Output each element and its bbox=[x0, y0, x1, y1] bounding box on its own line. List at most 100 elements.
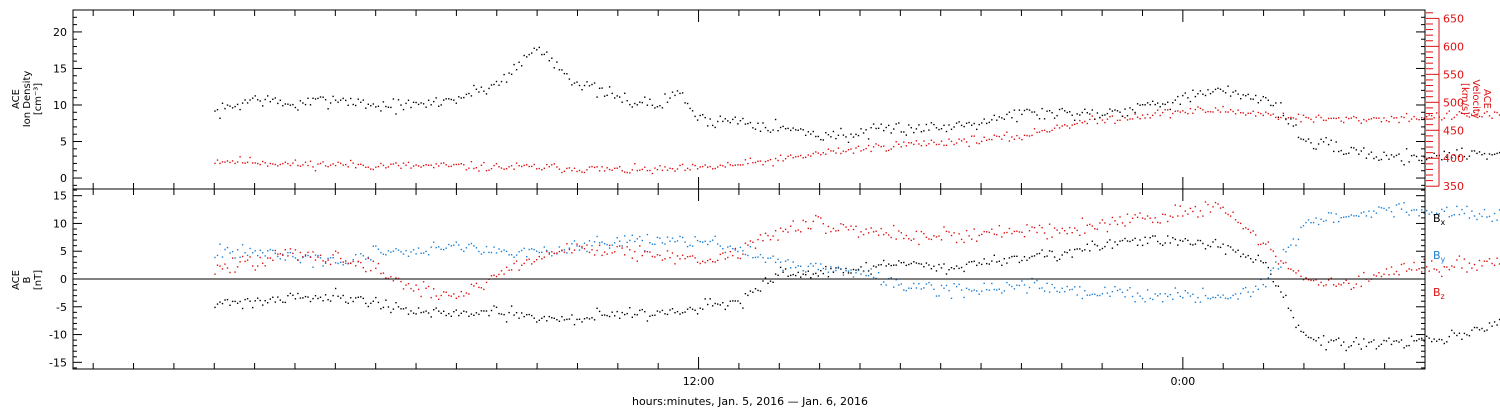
velocity-point bbox=[885, 150, 887, 152]
density-point bbox=[1192, 89, 1194, 91]
density-point bbox=[1446, 156, 1448, 158]
density-point bbox=[1099, 116, 1101, 119]
bz-point bbox=[996, 234, 998, 236]
velocity-point bbox=[943, 144, 945, 147]
density-point bbox=[588, 85, 591, 87]
velocity-point bbox=[1358, 120, 1360, 122]
by-point bbox=[787, 259, 789, 261]
by-point bbox=[430, 246, 432, 248]
velocity-point bbox=[332, 163, 334, 165]
by-point bbox=[1038, 287, 1041, 290]
by-point bbox=[1121, 291, 1124, 294]
velocity-point bbox=[619, 166, 621, 168]
bx-point bbox=[317, 297, 319, 300]
by-point bbox=[422, 252, 425, 254]
velocity-point bbox=[860, 150, 862, 152]
bx-point bbox=[601, 314, 603, 316]
bz-point bbox=[1026, 224, 1028, 226]
velocity-point bbox=[1041, 129, 1043, 132]
by-point bbox=[1114, 286, 1116, 288]
by-point bbox=[965, 287, 968, 289]
bz-point bbox=[1375, 275, 1378, 277]
velocity-point bbox=[1426, 116, 1428, 118]
velocity-point bbox=[626, 171, 628, 174]
velocity-point bbox=[538, 167, 540, 170]
by-point bbox=[1488, 215, 1491, 218]
bx-point bbox=[541, 317, 543, 319]
by-point bbox=[1139, 295, 1141, 297]
bx-point bbox=[1048, 250, 1051, 252]
velocity-point bbox=[453, 163, 455, 166]
bx-point bbox=[656, 310, 659, 312]
by-point bbox=[568, 247, 571, 249]
velocity-point bbox=[883, 145, 885, 147]
bz-point bbox=[241, 255, 244, 258]
bx-point bbox=[571, 314, 573, 316]
density-point bbox=[790, 129, 792, 132]
bz-point bbox=[674, 263, 676, 265]
density-axis-title-line: ACE bbox=[11, 89, 22, 109]
by-point bbox=[905, 289, 907, 292]
bx-point bbox=[488, 314, 490, 317]
bx-point bbox=[297, 292, 299, 295]
bx-point bbox=[883, 259, 885, 262]
by-point bbox=[226, 246, 229, 249]
bz-point bbox=[1167, 220, 1169, 223]
bx-point bbox=[229, 304, 231, 306]
density-point bbox=[1111, 110, 1114, 112]
density-point bbox=[893, 128, 895, 130]
by-point bbox=[850, 269, 852, 271]
density-point bbox=[493, 83, 495, 86]
density-point bbox=[561, 69, 563, 71]
velocity-point bbox=[231, 160, 234, 162]
density-point bbox=[538, 46, 540, 49]
bz-point bbox=[1446, 266, 1448, 268]
bx-point bbox=[1255, 259, 1257, 261]
bz-point bbox=[880, 227, 882, 230]
bx-point bbox=[1343, 341, 1345, 343]
velocity-point bbox=[1398, 121, 1400, 124]
velocity-point bbox=[1209, 111, 1212, 113]
by-point bbox=[1348, 215, 1350, 218]
bz-point bbox=[1036, 231, 1038, 234]
velocity-point bbox=[1219, 111, 1222, 113]
bx-point bbox=[1247, 254, 1249, 257]
density-point bbox=[357, 98, 359, 100]
density-point bbox=[362, 99, 364, 101]
bz-point bbox=[309, 256, 312, 258]
velocity-point bbox=[541, 169, 543, 171]
velocity-point bbox=[1089, 118, 1091, 121]
bx-point bbox=[1355, 337, 1357, 339]
by-point bbox=[1129, 287, 1131, 289]
bz-point bbox=[591, 249, 593, 251]
velocity-point bbox=[551, 164, 553, 166]
bx-point bbox=[304, 295, 307, 298]
by-point bbox=[1421, 209, 1423, 211]
density-point bbox=[1448, 152, 1450, 154]
bx-point bbox=[950, 267, 953, 269]
velocity-point bbox=[1139, 118, 1141, 120]
by-point bbox=[1207, 297, 1209, 300]
velocity-point bbox=[377, 165, 380, 168]
density-point bbox=[1370, 151, 1373, 153]
by-point bbox=[847, 270, 850, 272]
velocity-point bbox=[965, 141, 968, 143]
density-point bbox=[915, 128, 918, 130]
velocity-point bbox=[480, 164, 483, 166]
by-point bbox=[724, 251, 726, 254]
bz-point bbox=[1048, 223, 1051, 225]
by-point bbox=[1202, 287, 1204, 289]
density-point bbox=[1001, 117, 1003, 119]
density-point bbox=[1443, 150, 1445, 153]
velocity-point bbox=[840, 152, 842, 155]
density-point bbox=[234, 105, 236, 108]
density-point bbox=[465, 93, 468, 96]
bz-point bbox=[322, 260, 324, 262]
density-point bbox=[611, 92, 613, 95]
by-point bbox=[1008, 284, 1011, 286]
bz-point bbox=[493, 274, 495, 276]
density-point bbox=[963, 125, 965, 128]
by-point bbox=[1219, 296, 1222, 298]
density-point bbox=[372, 103, 374, 105]
bx-point bbox=[611, 311, 613, 313]
